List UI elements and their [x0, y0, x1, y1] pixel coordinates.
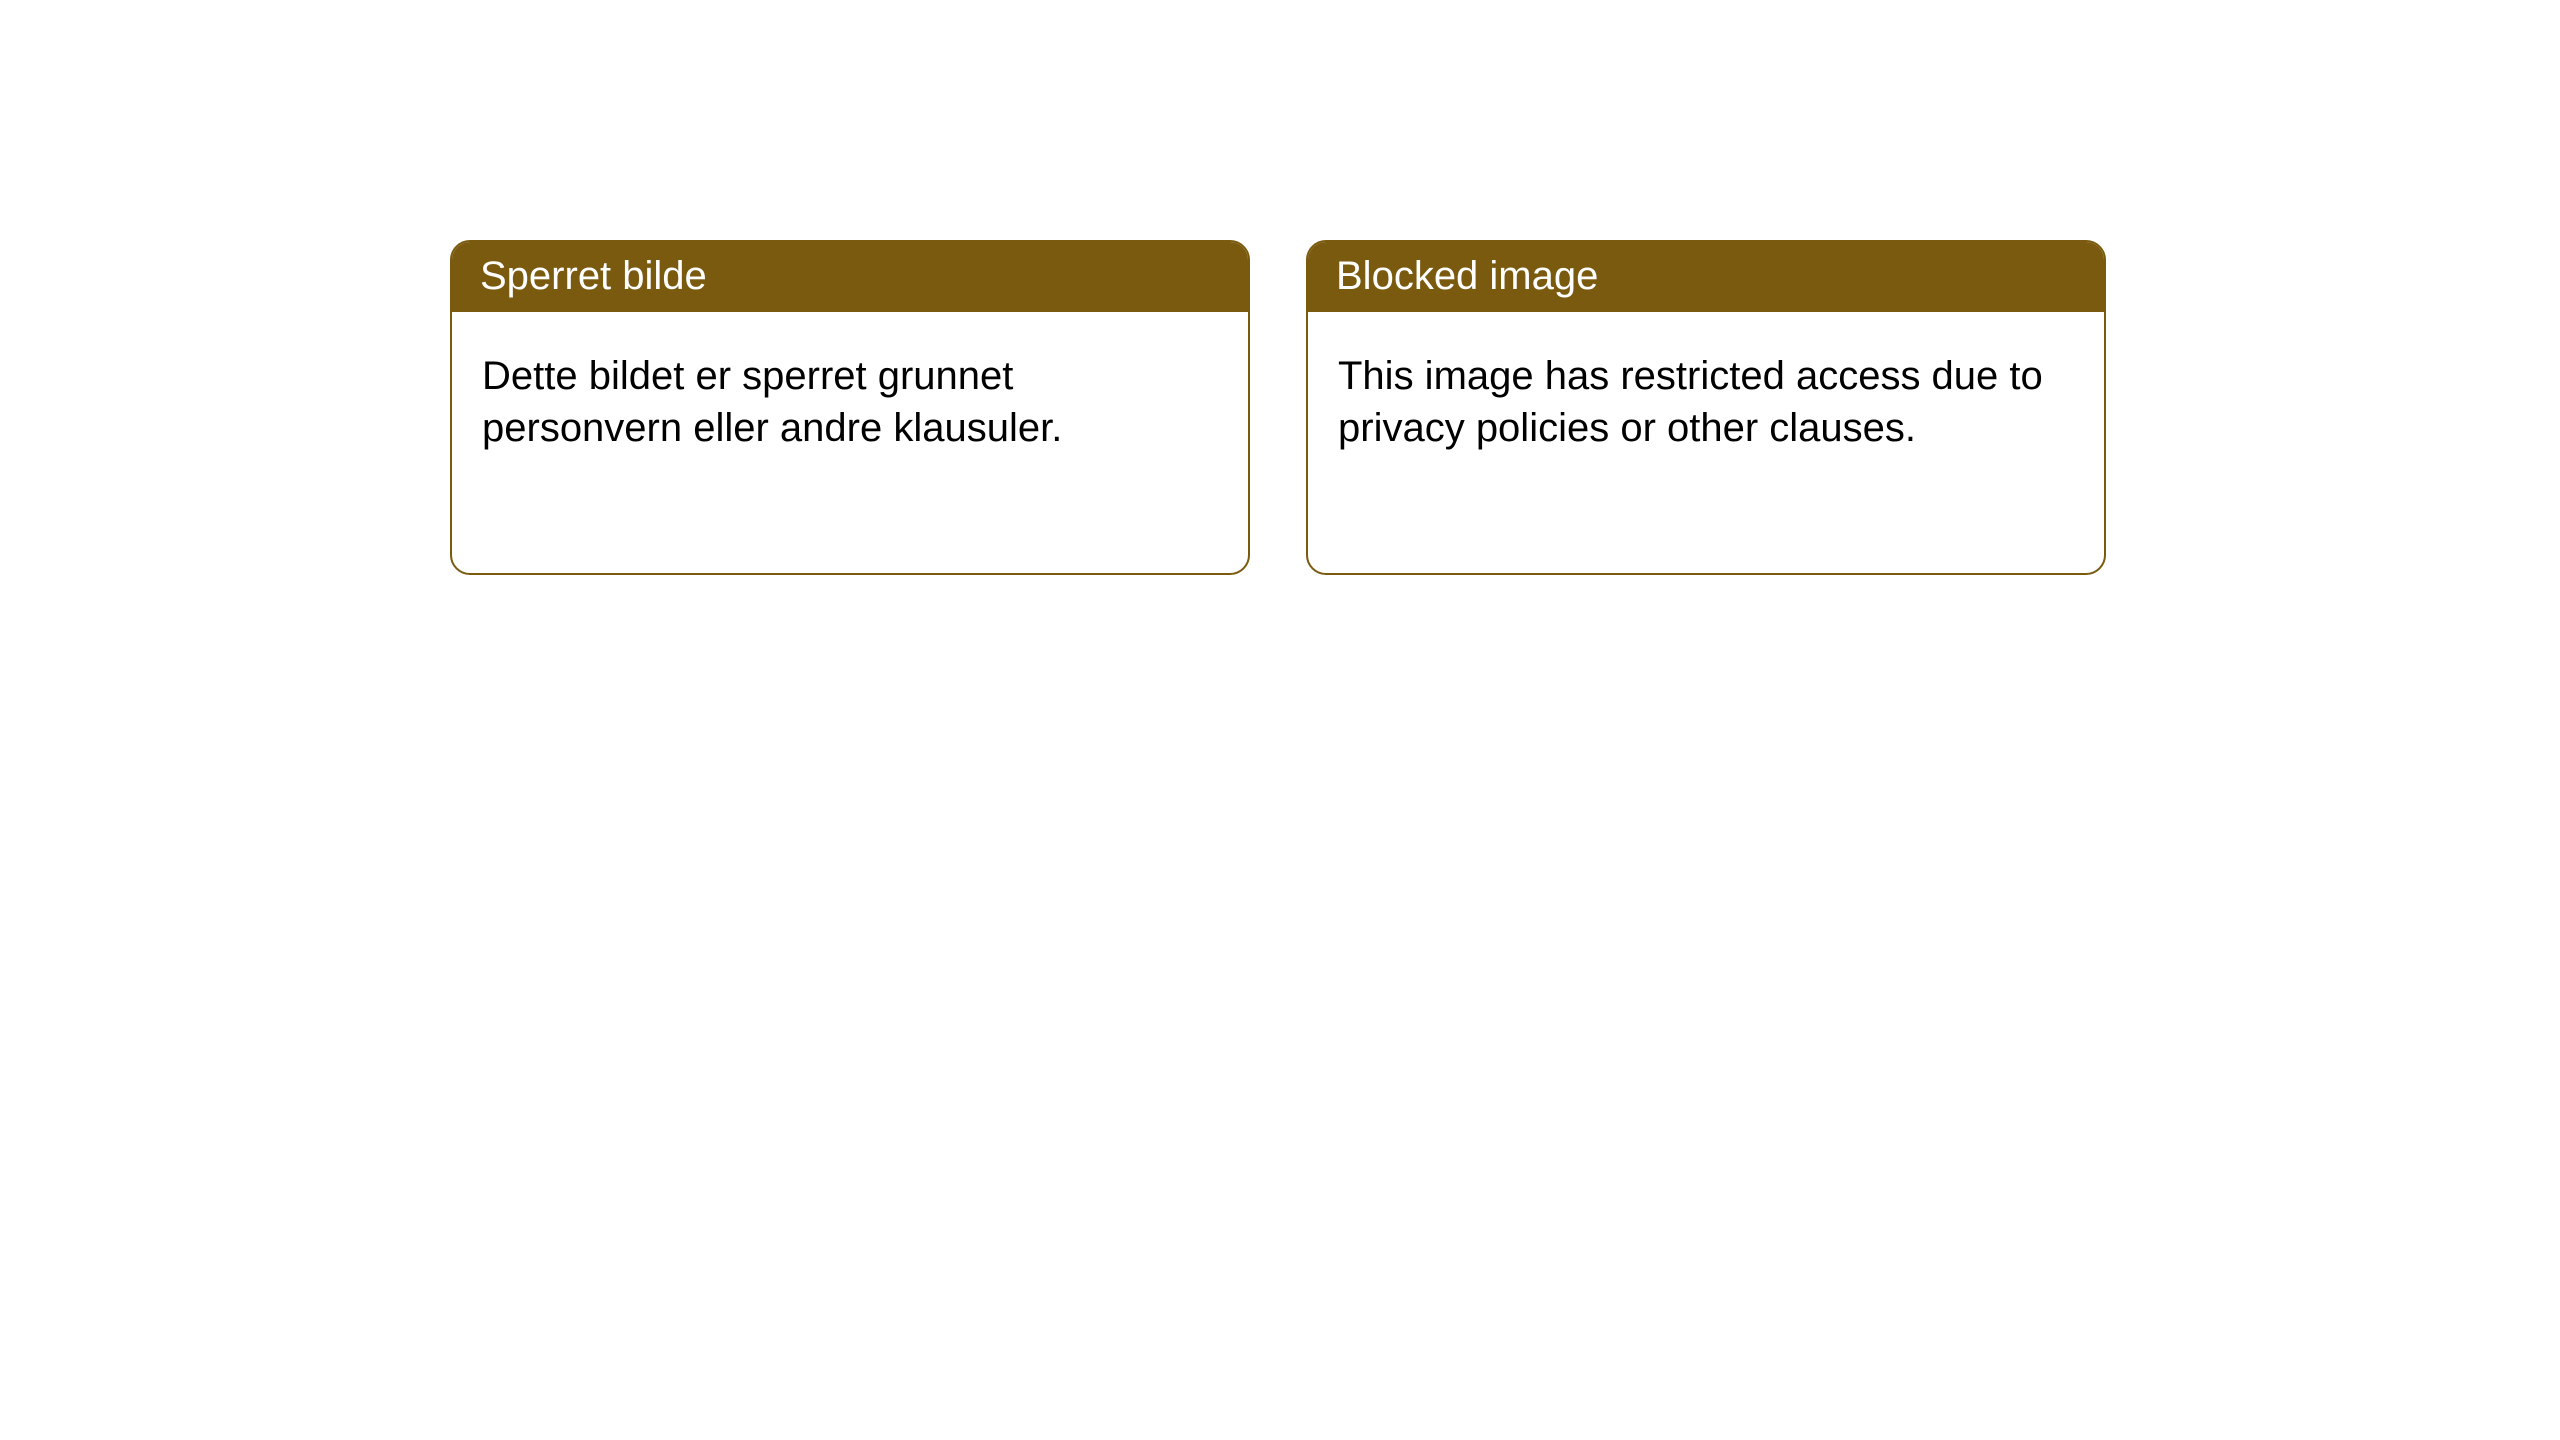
notice-container: Sperret bilde Dette bildet er sperret gr…: [450, 240, 2106, 575]
card-body-text: Dette bildet er sperret grunnet personve…: [482, 354, 1062, 450]
card-body-text: This image has restricted access due to …: [1338, 354, 2043, 450]
blocked-image-card-english: Blocked image This image has restricted …: [1306, 240, 2106, 575]
card-title: Blocked image: [1336, 254, 1598, 298]
card-body: This image has restricted access due to …: [1308, 312, 2104, 492]
card-header: Sperret bilde: [452, 242, 1248, 312]
card-title: Sperret bilde: [480, 254, 707, 298]
blocked-image-card-norwegian: Sperret bilde Dette bildet er sperret gr…: [450, 240, 1250, 575]
card-header: Blocked image: [1308, 242, 2104, 312]
card-body: Dette bildet er sperret grunnet personve…: [452, 312, 1248, 492]
